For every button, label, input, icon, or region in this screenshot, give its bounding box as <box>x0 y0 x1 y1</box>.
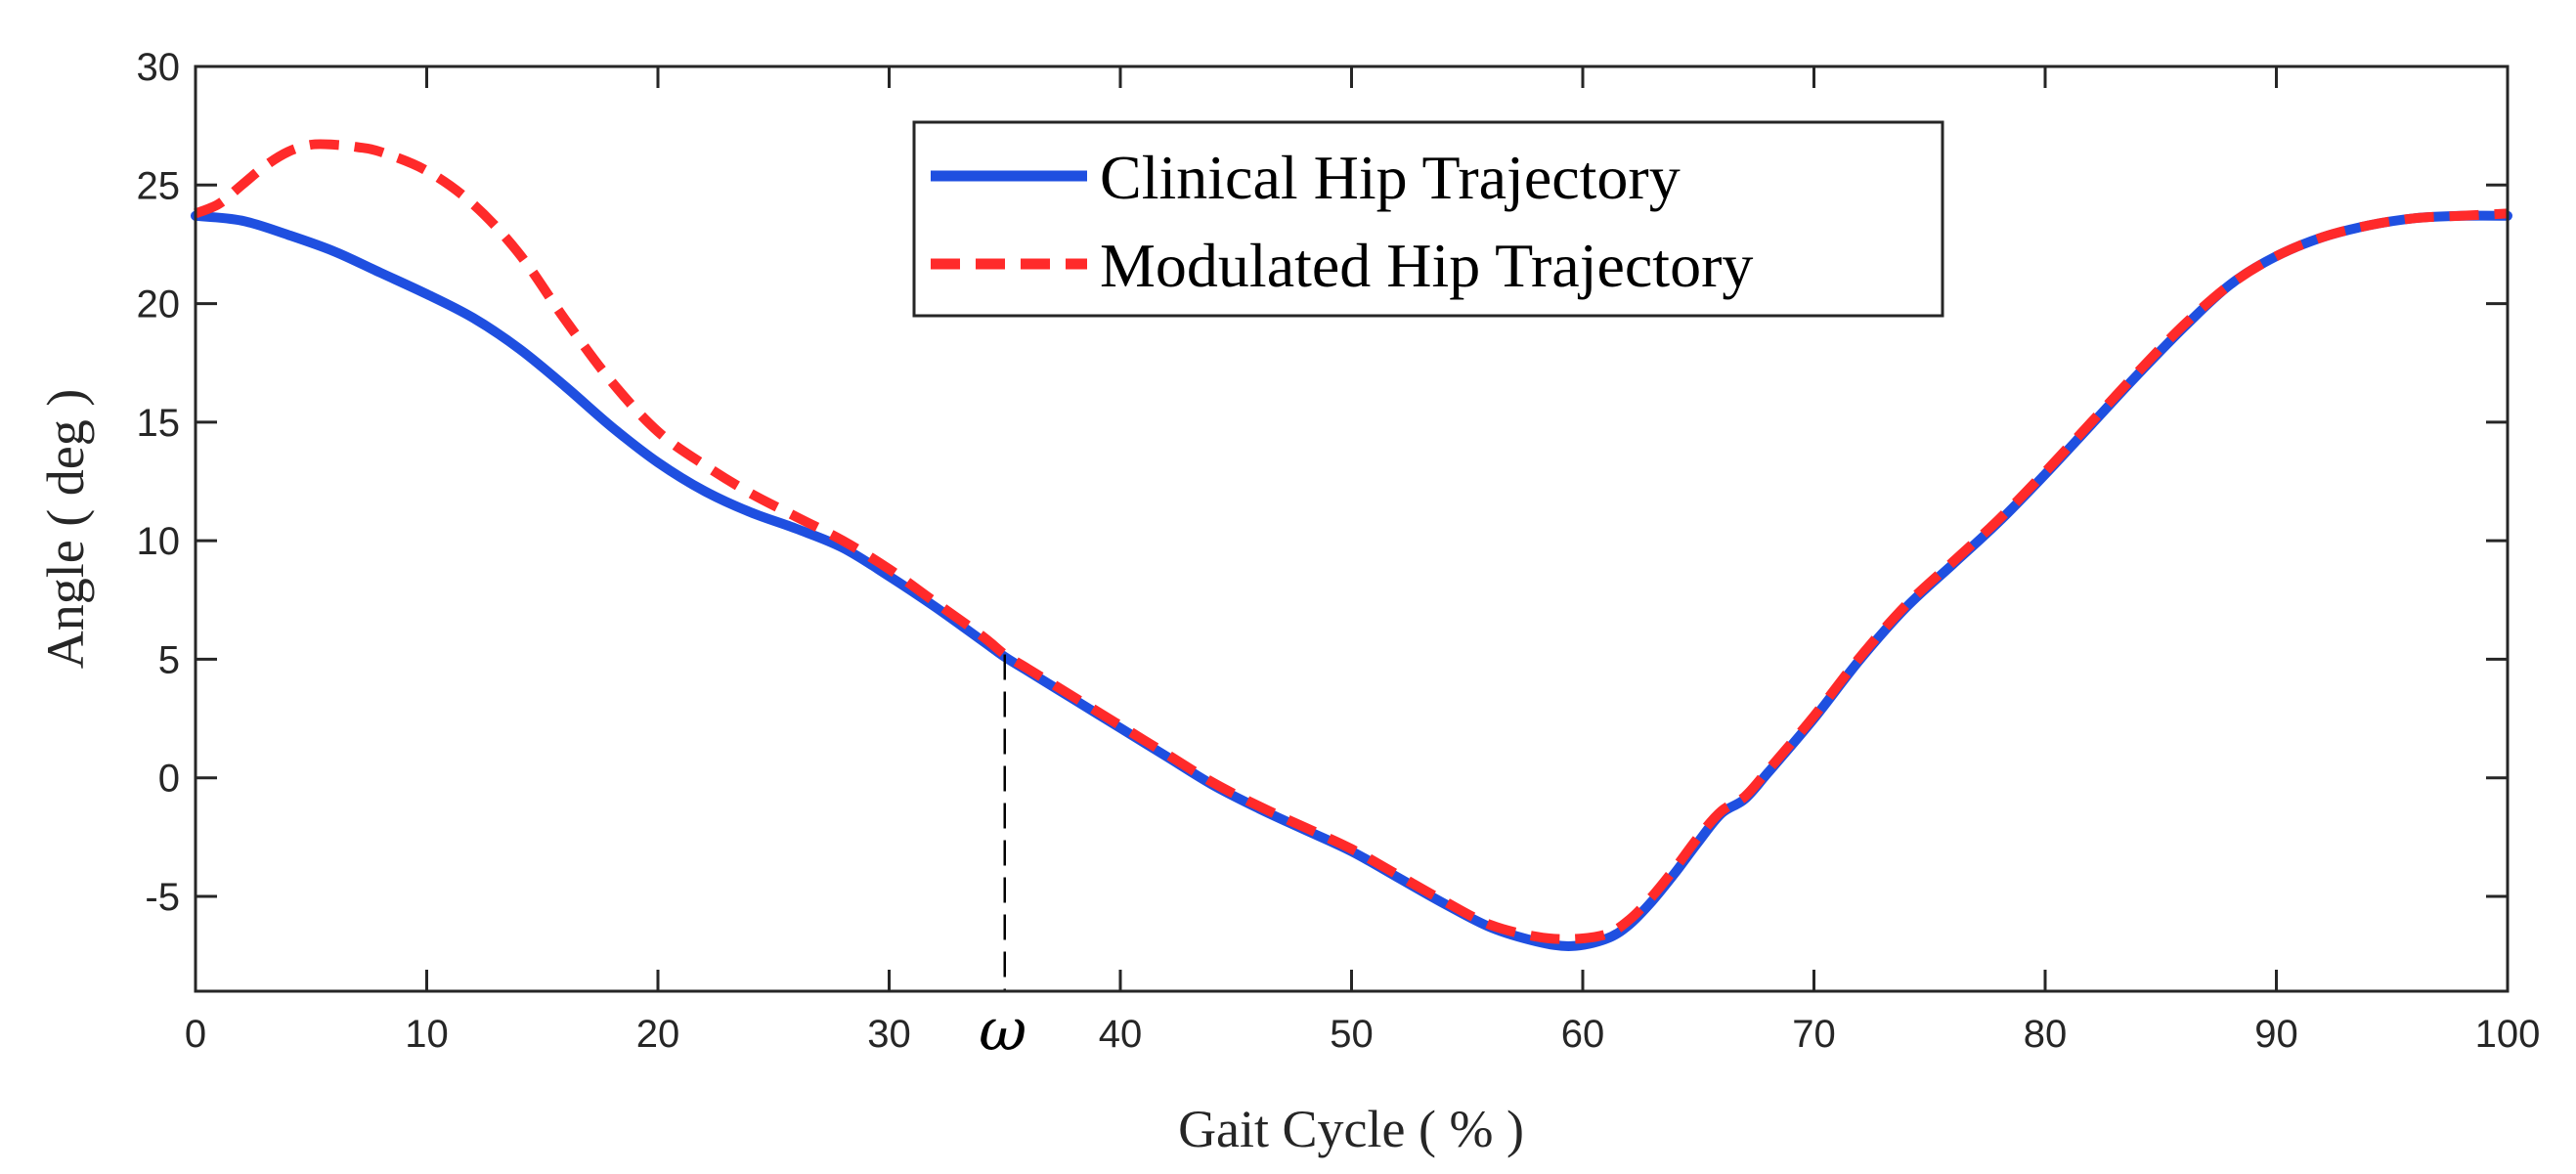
x-tick-label: 20 <box>636 1013 680 1056</box>
series-layer <box>191 139 2512 951</box>
series-line-modulated <box>194 139 2509 944</box>
y-tick-label: 15 <box>137 402 181 445</box>
x-tick-label: 0 <box>185 1013 206 1056</box>
legend-box <box>912 120 1944 318</box>
x-tick-label: 80 <box>2024 1013 2068 1056</box>
x-tick-label: 100 <box>2475 1013 2541 1056</box>
y-tick-label: 10 <box>137 520 181 563</box>
x-tick-label: 30 <box>867 1013 911 1056</box>
x-tick-label: 50 <box>1330 1013 1374 1056</box>
x-tick-label: 10 <box>405 1013 449 1056</box>
y-tick-label: 20 <box>137 283 181 326</box>
y-tick-label: 5 <box>158 638 180 681</box>
annotation-layer: ω <box>979 654 1026 1065</box>
y-tick-label: 30 <box>137 46 181 89</box>
y-axis-label: Angle ( deg ) <box>36 389 95 669</box>
y-tick-label: 0 <box>158 758 180 801</box>
omega-marker-label: ω <box>979 996 1026 1065</box>
x-tick-label: 70 <box>1792 1013 1836 1056</box>
x-tick-label: 90 <box>2254 1013 2298 1056</box>
y-tick-label: -5 <box>145 876 180 919</box>
legend-label-clinical: Clinical Hip Trajectory <box>1100 143 1681 212</box>
tick-layer: 0 10 20 30 40 50 60 70 80 90 100 -5 0 5 10 15 20 25 30 <box>137 46 2541 1056</box>
legend-label-modulated: Modulated Hip Trajectory <box>1100 231 1753 300</box>
y-tick-label: 25 <box>137 164 181 207</box>
x-tick-label: 60 <box>1561 1013 1605 1056</box>
x-axis-label: Gait Cycle ( % ) <box>1178 1100 1524 1158</box>
legend: Clinical Hip Trajectory Modulated Hip Tr… <box>912 120 1944 318</box>
x-tick-label: 40 <box>1099 1013 1143 1056</box>
